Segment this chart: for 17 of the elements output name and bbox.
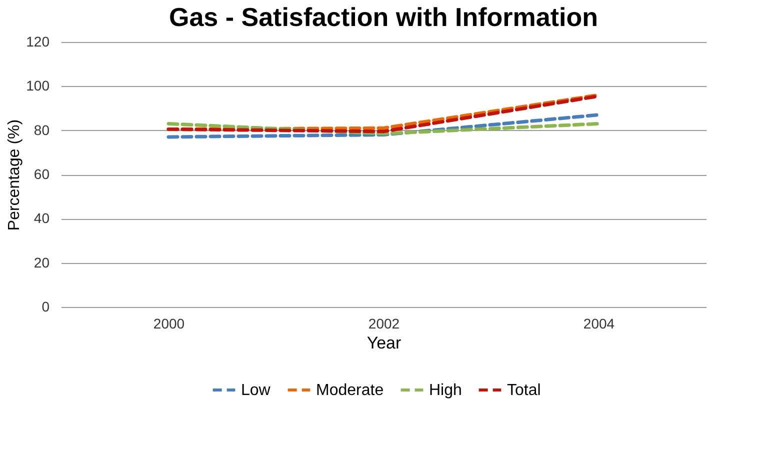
y-tick-label: 40 xyxy=(34,210,50,226)
y-tick-label: 100 xyxy=(26,78,50,94)
y-tick-label: 80 xyxy=(34,122,50,138)
legend-label: Low xyxy=(241,382,271,399)
y-axis-title: Percentage (%) xyxy=(6,119,24,231)
legend-label: High xyxy=(429,382,462,399)
legend-label: Moderate xyxy=(316,382,384,399)
y-tick-label: 20 xyxy=(34,254,50,270)
x-tick-label: 2000 xyxy=(153,316,185,332)
x-tick-label: 2002 xyxy=(368,316,400,332)
x-axis-title: Year xyxy=(366,334,402,352)
y-tick-label: 120 xyxy=(26,34,50,50)
y-tick-label: 0 xyxy=(42,298,50,314)
x-tick-label: 2004 xyxy=(583,316,615,332)
y-tick-label: 60 xyxy=(34,166,50,182)
legend-label: Total xyxy=(507,382,541,399)
chart-title: Gas - Satisfaction with Information xyxy=(168,2,598,32)
